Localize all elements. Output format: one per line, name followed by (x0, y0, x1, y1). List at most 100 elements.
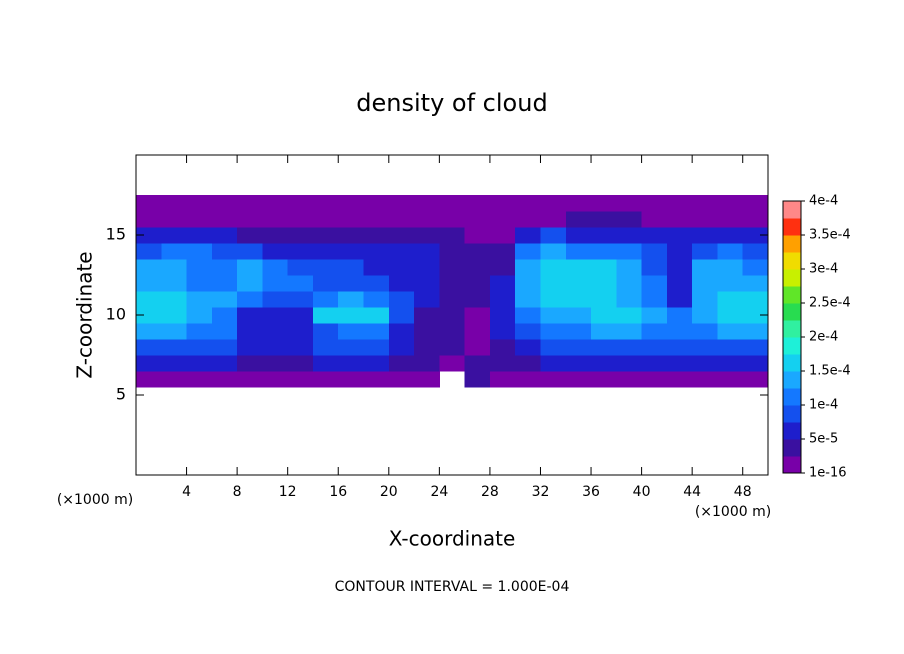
contour-cell (363, 243, 390, 260)
contour-cell (414, 227, 440, 244)
colorbar-swatch (783, 252, 801, 270)
contour-cell (692, 339, 718, 356)
contour-cell (161, 227, 188, 244)
contour-cell (692, 211, 718, 228)
colorbar-swatch (783, 388, 801, 406)
colorbar-swatch (783, 422, 801, 440)
contour-cell (388, 291, 415, 308)
contour-cell (439, 355, 466, 372)
contour-cell (211, 275, 238, 292)
contour-cell (338, 339, 365, 356)
contour-cell (161, 259, 188, 276)
contour-cell (414, 323, 440, 340)
contour-cell (565, 291, 592, 308)
contour-cell (136, 275, 162, 292)
contour-cell (616, 371, 643, 388)
contour-cell (414, 339, 440, 356)
contour-cell (262, 227, 289, 244)
colorbar-tick-label: 1.5e-4 (809, 364, 851, 379)
contour-cell (489, 307, 516, 324)
contour-cell (388, 307, 415, 324)
contour-cell (591, 355, 617, 372)
x-tick-label: 24 (430, 484, 448, 500)
contour-cell (591, 339, 617, 356)
contour-cell (540, 339, 567, 356)
contour-cell (464, 371, 491, 388)
contour-cell (464, 323, 491, 340)
contour-cell (186, 275, 213, 292)
contour-cell (136, 291, 162, 308)
contour-cell (717, 227, 744, 244)
contour-cell (388, 355, 415, 372)
contour-cell (515, 275, 541, 292)
contour-cell (161, 323, 188, 340)
contour-cell (489, 355, 516, 372)
contour-cell (136, 211, 162, 228)
contour-cell (742, 339, 769, 356)
contour-cell (287, 195, 314, 212)
contour-cell (287, 291, 314, 308)
contour-cell (464, 307, 491, 324)
contour-cell (489, 371, 516, 388)
contour-cell (338, 227, 365, 244)
contour-cell (363, 211, 390, 228)
contour-cell (591, 371, 617, 388)
contour-cell (388, 195, 415, 212)
contour-cell (616, 291, 643, 308)
contour-cell (641, 195, 668, 212)
contour-cell (540, 259, 567, 276)
contour-cell (717, 291, 744, 308)
contour-cell (211, 339, 238, 356)
contour-cell (161, 211, 188, 228)
contour-cell (742, 227, 769, 244)
x-tick-label: 8 (233, 484, 242, 500)
contour-cell (414, 355, 440, 372)
contour-cell (439, 195, 466, 212)
contour-cell (692, 355, 718, 372)
colorbar-swatch (783, 269, 801, 287)
contour-cell (186, 227, 213, 244)
contour-cell (591, 195, 617, 212)
contour-cell (312, 243, 339, 260)
contour-cell (136, 259, 162, 276)
contour-cell (186, 291, 213, 308)
contour-cell (464, 291, 491, 308)
contour-cell (692, 291, 718, 308)
colorbar-swatch (783, 286, 801, 304)
contour-cell (742, 355, 769, 372)
contour-cell (489, 259, 516, 276)
contour-cell (666, 355, 693, 372)
contour-cell (489, 291, 516, 308)
contour-cell (161, 307, 188, 324)
contour-cell (489, 211, 516, 228)
contour-cell (186, 195, 213, 212)
contour-cell (414, 259, 440, 276)
contour-cell (388, 339, 415, 356)
contour-cell (641, 259, 668, 276)
contour-cell (641, 339, 668, 356)
contour-cell (338, 323, 365, 340)
contour-cell (591, 323, 617, 340)
contour-cell (237, 195, 263, 212)
contour-cell (692, 227, 718, 244)
contour-cell (186, 355, 213, 372)
contour-cell (666, 195, 693, 212)
contour-cell (540, 243, 567, 260)
x-tick-label: 36 (582, 484, 600, 500)
x-axis-label: X-coordinate (389, 527, 516, 551)
contour-cell (363, 371, 390, 388)
contour-cell (262, 291, 289, 308)
contour-cell (692, 195, 718, 212)
contour-cell (540, 323, 567, 340)
contour-cell (338, 195, 365, 212)
contour-cell (388, 323, 415, 340)
x-unit-label: (×1000 m) (695, 504, 771, 520)
contour-cell (211, 259, 238, 276)
contour-cell (464, 275, 491, 292)
contour-cell (641, 355, 668, 372)
contour-cell (616, 355, 643, 372)
contour-cell (439, 339, 466, 356)
contour-cell (287, 371, 314, 388)
contour-cell (338, 275, 365, 292)
contour-cell (616, 339, 643, 356)
